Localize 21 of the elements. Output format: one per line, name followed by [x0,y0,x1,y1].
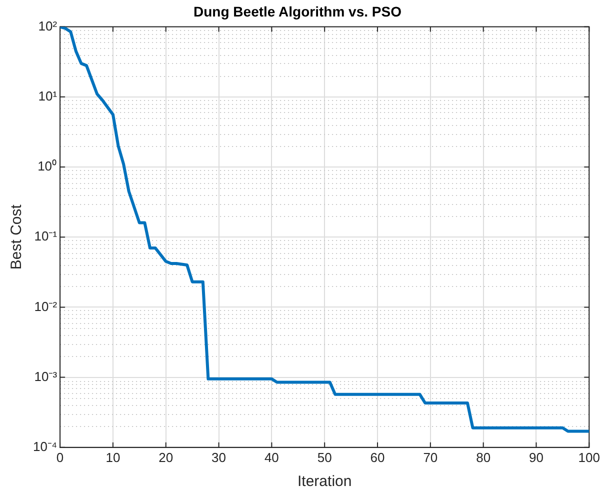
x-tick-label: 50 [317,450,332,465]
y-tick-label: 10² [38,18,58,34]
x-tick-label: 100 [578,450,600,465]
y-tick-label: 10⁻³ [34,368,58,384]
y-tick-label: 10¹ [38,88,58,104]
x-tick-label: 70 [423,450,438,465]
y-axis-title: Best Cost [8,204,26,270]
x-tick-label: 80 [476,450,491,465]
chart-title: Dung Beetle Algorithm vs. PSO [194,3,402,20]
x-tick-label: 0 [56,450,64,465]
x-axis-title: Iteration [298,473,352,490]
x-tick-label: 90 [529,450,544,465]
x-tick-label: 30 [212,450,226,465]
x-tick-label: 40 [264,450,279,465]
y-tick-label: 10⁻⁴ [33,438,58,454]
x-tick-label: 10 [106,450,120,465]
x-tick-label: 20 [158,450,174,465]
y-tick-label: 10⁰ [38,158,58,174]
x-tick-label: 60 [370,450,385,465]
y-tick-label: 10⁻² [34,298,58,314]
y-tick-label: 10⁻¹ [34,228,58,244]
